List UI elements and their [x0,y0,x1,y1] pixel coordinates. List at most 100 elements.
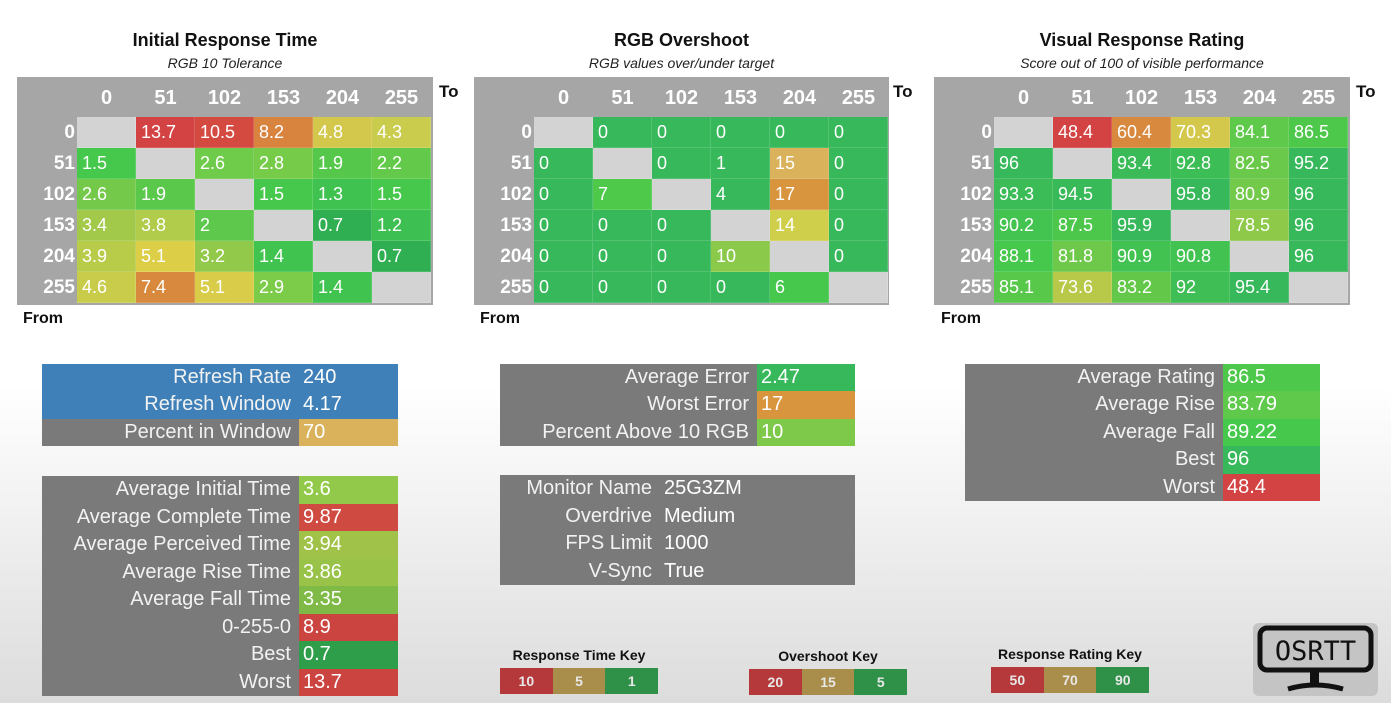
heatmap-cell: 92 [1171,272,1230,303]
stat-row: Percent in Window 70 [42,418,398,446]
heatmap-cell: 10 [711,241,770,272]
row-header: 102 [960,184,992,205]
heatmap-cell: 2.2 [372,148,431,179]
heatmap-cell: 4.3 [372,117,431,148]
to-axis-label: To [439,82,459,101]
heatmap-cell: 4.8 [313,117,372,148]
heatmap-cell: 0 [593,117,652,148]
heatmap-cell: 93.4 [1112,148,1171,179]
heatmap-cell-empty [254,210,313,241]
stat-row: Average Complete Time 9.87 [42,503,398,531]
heatmap-grid: 0 51 102 153 204 255 0 13.7 10.5 8.2 4.8 4.3 51 1.5 2.… [17,77,433,305]
column-header: 51 [154,87,177,109]
heatmap-cell: 1.4 [254,241,313,272]
heatmap-cell: 0 [652,148,711,179]
heatmap-cell-empty [195,179,254,210]
from-axis-label: From [23,310,63,327]
column-header: 255 [841,87,876,109]
heatmap-cell: 1.5 [77,148,136,179]
heatmap-cell-empty [372,272,431,303]
heatmap-cell: 95.8 [1171,179,1230,210]
heatmap-subtitle: RGB values over/under target [588,55,775,71]
row-header: 204 [960,246,992,267]
heatmap-cell: 90.2 [994,210,1053,241]
stat-label: Refresh Rate [173,366,291,388]
row-header: 51 [970,153,992,174]
stat-value: 2.47 [757,364,855,392]
key-title: Response Rating Key [998,646,1142,662]
heatmap-cell: 1.3 [313,179,372,210]
stat-row: Best 0.7 [42,641,398,669]
stat-row: Percent Above 10 RGB 10 [500,418,855,446]
from-axis-label: From [480,310,520,327]
stat-value: 4.17 [299,391,398,419]
key-swatch: 10 [500,668,553,694]
key-title: Response Time Key [512,647,646,663]
heatmap-cell-empty [829,272,888,303]
heatmap-title: RGB Overshoot [613,30,750,50]
stat-row: Refresh Window 4.17 [42,391,398,419]
heatmap-cell-empty [1289,272,1348,303]
heatmap-cell: 80.9 [1230,179,1289,210]
stat-value: 83.79 [1223,391,1320,419]
heatmap-cell: 83.2 [1112,272,1171,303]
heatmap-cell-empty [313,241,372,272]
monitor-icon: OSRTT [1257,625,1374,692]
key-swatch: 50 [991,667,1044,693]
heatmap-cell: 15 [770,148,829,179]
column-header: 102 [664,87,699,109]
heatmap-cell-empty [1112,179,1171,210]
key-title: Overshoot Key [778,648,878,664]
stat-row: Average Initial Time 3.6 [42,476,398,504]
column-header: 102 [207,87,242,109]
stat-value: 13.7 [299,668,398,696]
stat-value: 17 [757,391,855,419]
heatmap-grid: 0 51 102 153 204 255 0 48.4 60.4 70.3 84.1 86.5 51 96… [934,77,1350,305]
heatmap-cell: 87.5 [1053,210,1112,241]
monitor-info-table: Monitor Name 25G3ZM Overdrive Medium FPS Lim… [500,475,855,585]
stat-value: 3.6 [299,476,398,504]
row-header: 204 [43,246,75,267]
heatmap-cell: 1.9 [136,179,195,210]
stat-label: Average Rise [1095,393,1215,416]
stat-label: Overdrive [565,504,652,527]
heatmap-cell: 60.4 [1112,117,1171,148]
heatmap-cell: 2.8 [254,148,313,179]
row-header: 255 [43,277,75,298]
column-header: 0 [1017,87,1030,109]
stat-value: 240 [299,364,398,392]
heatmap-cell: 14 [770,210,829,241]
heatmap-cell-empty [770,241,829,272]
heatmap-cell: 6 [770,272,829,303]
heatmap-cell: 92.8 [1171,148,1230,179]
heatmap-cell: 1.4 [313,272,372,303]
key-swatch: 20 [749,669,802,695]
stat-row: Refresh Rate 240 [42,364,398,392]
heatmap-cell-empty [711,210,770,241]
stat-row: Best 96 [965,446,1320,474]
stat-label: Percent in Window [124,420,291,443]
heatmap-cell: 17 [770,179,829,210]
row-header: 204 [500,246,532,267]
row-header: 0 [981,122,992,143]
heatmap-cell: 48.4 [1053,117,1112,148]
heatmap-cell-empty [136,148,195,179]
row-header: 255 [500,277,532,298]
heatmap-cell: 4 [711,179,770,210]
column-header: 153 [1183,87,1218,109]
stat-label: Average Perceived Time [73,533,291,555]
heatmap-cell: 0 [593,241,652,272]
heatmap-cell: 93.3 [994,179,1053,210]
heatmap-cell: 0 [652,272,711,303]
heatmap-cell-empty [1053,148,1112,179]
stat-value: 96 [1223,446,1320,474]
heatmap-cell: 7 [593,179,652,210]
stat-row: Monitor Name 25G3ZM [500,475,855,503]
stat-row: Overdrive Medium [500,503,855,531]
key-swatch: 5 [552,668,606,694]
heatmap-cell-empty [994,117,1053,148]
key-swatch: 70 [1043,667,1097,693]
heatmap-cell-empty [77,117,136,148]
heatmap-cell: 0 [829,117,888,148]
stat-row: Worst 13.7 [42,668,398,696]
